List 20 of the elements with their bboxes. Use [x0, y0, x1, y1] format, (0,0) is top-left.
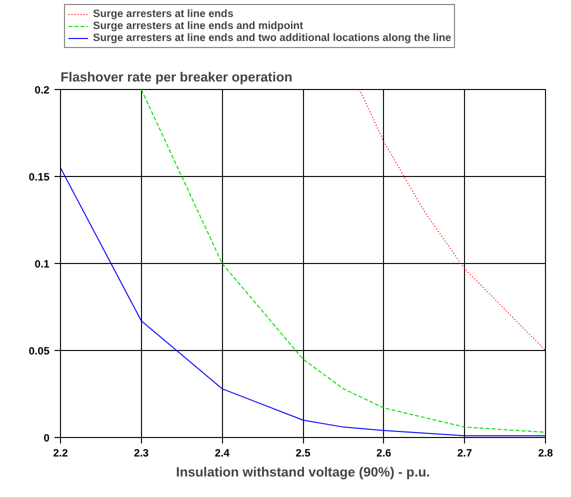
x-axis-title: Insulation withstand voltage (90%) - p.u.: [176, 464, 430, 480]
x-tick-label: 2.6: [376, 448, 392, 460]
line-series: [140, 90, 546, 433]
y-tick-label: 0: [44, 432, 50, 444]
x-tick-label: 2.2: [53, 448, 68, 460]
line-series: [60, 167, 546, 436]
x-tick-label: 2.3: [134, 448, 149, 460]
y-tick-label: 0.05: [28, 346, 50, 358]
chart-title: Flashover rate per breaker operation: [60, 70, 292, 84]
x-tick-label: 2.7: [457, 448, 472, 460]
y-tick-label: 0.15: [28, 172, 50, 184]
x-tick-label: 2.8: [538, 448, 553, 460]
y-tick-label: 0.2: [34, 84, 50, 96]
line-series: [359, 90, 546, 351]
x-tick-label: 2.4: [214, 448, 230, 460]
x-tick-label: 2.5: [296, 448, 310, 460]
y-tick-label: 0.1: [34, 258, 50, 270]
legend-label: Surge arresters at line ends and two additional locations along the line: [93, 32, 452, 44]
legend-label: Surge arresters at line ends and midpoint: [93, 20, 304, 32]
legend-label: Surge arresters at line ends: [93, 8, 234, 20]
